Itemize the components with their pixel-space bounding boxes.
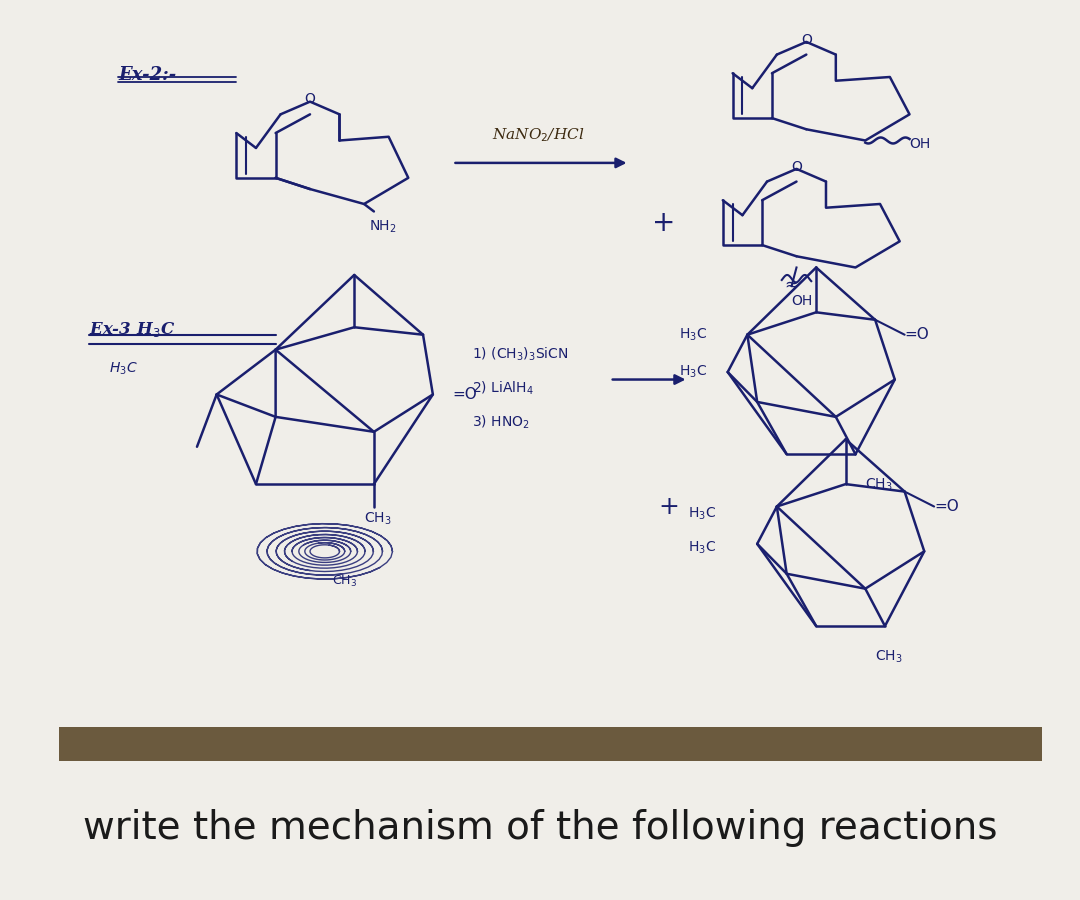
Bar	[59, 727, 1042, 760]
Text: CH$_3$: CH$_3$	[865, 477, 893, 493]
Text: 1) (CH$_3$)$_3$SiCN: 1) (CH$_3$)$_3$SiCN	[472, 346, 568, 364]
Text: H$_3$C: H$_3$C	[688, 539, 716, 556]
Text: =O: =O	[453, 387, 477, 402]
Text: CH$_3$: CH$_3$	[364, 510, 392, 526]
Text: O: O	[801, 32, 812, 47]
Text: O: O	[791, 159, 802, 174]
Text: O: O	[305, 93, 315, 106]
Text: H$_3$C: H$_3$C	[678, 327, 706, 343]
Text: OH: OH	[909, 137, 931, 151]
Text: +: +	[652, 209, 675, 237]
Text: NaNO$_2$/HCl: NaNO$_2$/HCl	[491, 127, 584, 144]
Text: 2) LiAlH$_4$: 2) LiAlH$_4$	[472, 380, 534, 397]
Text: H$_3$C: H$_3$C	[108, 361, 137, 377]
Text: NH$_2$: NH$_2$	[369, 219, 396, 235]
Text: CH$_3$: CH$_3$	[875, 648, 903, 665]
Text: Ex-3 H$_3$C: Ex-3 H$_3$C	[89, 320, 175, 338]
Text: CH$_3$: CH$_3$	[332, 574, 357, 589]
Text: H$_3$C: H$_3$C	[678, 364, 706, 381]
Text: H$_3$C: H$_3$C	[688, 506, 716, 522]
Text: OH: OH	[792, 293, 813, 308]
Text: =O: =O	[934, 499, 959, 514]
Text: =O: =O	[905, 328, 930, 342]
Text: +: +	[659, 494, 679, 518]
Text: Ex-2:-: Ex-2:-	[119, 66, 177, 84]
Text: 3) HNO$_2$: 3) HNO$_2$	[472, 413, 530, 430]
Text: ≈: ≈	[785, 276, 798, 294]
Text: write the mechanism of the following reactions: write the mechanism of the following rea…	[83, 809, 997, 847]
